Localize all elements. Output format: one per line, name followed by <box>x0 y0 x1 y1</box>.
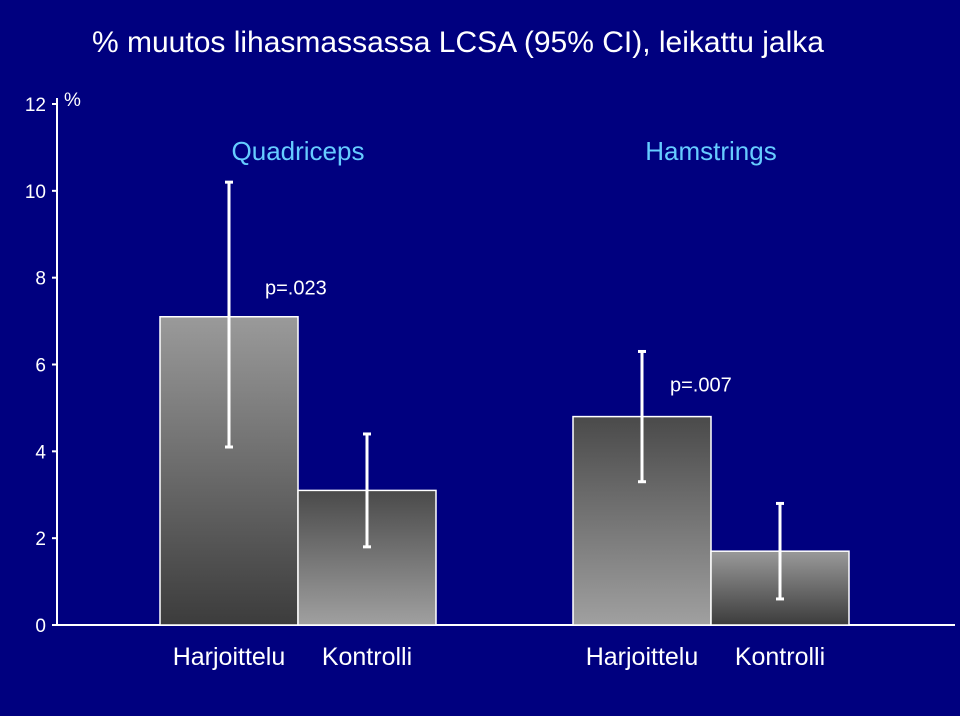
y-tick-label: 4 <box>35 442 46 463</box>
y-tick-label: 8 <box>35 269 46 290</box>
y-tick-label: 2 <box>35 529 46 550</box>
x-category-label: Kontrolli <box>322 643 412 671</box>
y-tick-label: 6 <box>35 356 46 377</box>
p-value-label: p=.023 <box>265 278 327 300</box>
x-category-label: Harjoittelu <box>586 643 699 671</box>
y-axis-label: % <box>64 90 81 111</box>
y-tick-label: 10 <box>25 182 46 203</box>
group-label: Quadriceps <box>232 136 365 166</box>
p-value-label: p=.007 <box>670 375 732 397</box>
y-tick-label: 12 <box>25 95 46 116</box>
y-tick-label: 0 <box>35 616 46 637</box>
x-category-label: Kontrolli <box>735 643 825 671</box>
x-category-label: Harjoittelu <box>173 643 286 671</box>
chart-title: % muutos lihasmassassa LCSA (95% CI), le… <box>92 26 824 59</box>
group-label: Hamstrings <box>645 136 776 166</box>
